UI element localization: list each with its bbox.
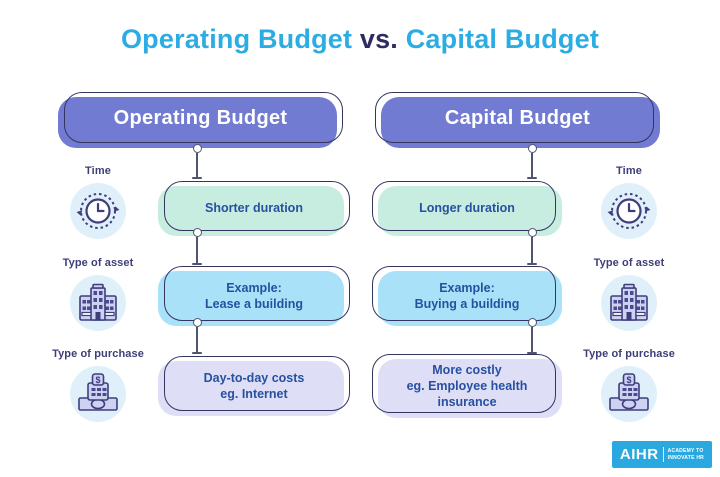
- connector-dot: [192, 144, 202, 153]
- cash-payment-icon: $: [601, 366, 657, 422]
- operating-purchase-label: Day-to-day costs eg. Internet: [203, 370, 305, 401]
- operating-duration-box: Shorter duration: [158, 181, 350, 236]
- capital-budget-header: Capital Budget: [375, 92, 660, 148]
- connector-endbar: [527, 176, 537, 179]
- operating-budget-header-label: Operating Budget: [113, 107, 288, 129]
- title-operating: Operating Budget: [120, 24, 353, 54]
- clock-cycle-icon: [70, 183, 126, 239]
- type-of-asset-label: Type of asset: [62, 257, 134, 269]
- connector-dot: [192, 228, 202, 237]
- operating-budget-header: Operating Budget: [58, 92, 343, 148]
- box-outline: [372, 181, 556, 231]
- page-title: Operating Budget vs. Capital Budget: [0, 24, 720, 55]
- box-fill: [378, 186, 562, 236]
- box-fill: [378, 271, 562, 326]
- connector-capital-1: [524, 144, 540, 179]
- connector-endbar: [192, 262, 202, 265]
- right-time-group: Time: [571, 165, 687, 239]
- header-outline: [375, 92, 654, 143]
- capital-example-label: Example: Buying a building: [414, 280, 520, 311]
- type-of-asset-label: Type of asset: [593, 257, 665, 269]
- capital-example-box: Example: Buying a building: [372, 266, 562, 326]
- time-label: Time: [85, 165, 111, 177]
- building-icon: [601, 275, 657, 331]
- connector-dot: [527, 318, 537, 327]
- aihr-logo-brand: AIHR: [619, 446, 659, 463]
- connector-line: [196, 327, 198, 352]
- type-of-purchase-label: Type of purchase: [52, 348, 144, 360]
- operating-example-box: Example: Lease a building: [158, 266, 350, 326]
- cash-payment-icon: $: [70, 366, 126, 422]
- box-fill: [378, 359, 562, 418]
- connector-capital-3: [524, 318, 540, 354]
- connector-line: [531, 153, 533, 177]
- right-asset-group: Type of asset: [571, 257, 687, 331]
- left-purchase-group: Type of purchase $: [40, 348, 156, 422]
- connector-line: [196, 153, 198, 177]
- capital-duration-label: Longer duration: [419, 201, 515, 216]
- title-vs: vs.: [352, 24, 406, 54]
- type-of-purchase-label: Type of purchase: [583, 348, 675, 360]
- connector-capital-2: [524, 228, 540, 265]
- aihr-logo-tagline: ACADEMY TO INNOVATE HR: [667, 448, 705, 461]
- svg-text:$: $: [626, 375, 631, 385]
- connector-line: [531, 237, 533, 263]
- box-outline: [164, 356, 350, 411]
- svg-text:$: $: [95, 375, 100, 385]
- connector-endbar: [527, 351, 537, 354]
- capital-purchase-box: More costly eg. Employee health insuranc…: [372, 354, 562, 418]
- right-purchase-group: Type of purchase $: [571, 348, 687, 422]
- header-fill: [58, 97, 337, 148]
- connector-endbar: [192, 176, 202, 179]
- operating-purchase-box: Day-to-day costs eg. Internet: [158, 356, 350, 416]
- box-fill: [158, 186, 344, 236]
- box-fill: [158, 271, 344, 326]
- capital-duration-box: Longer duration: [372, 181, 562, 236]
- logo-divider: [662, 447, 664, 462]
- time-label: Time: [616, 165, 642, 177]
- box-fill: [158, 361, 344, 416]
- connector-operating-3: [189, 318, 205, 354]
- connector-operating-1: [189, 144, 205, 179]
- box-outline: [372, 266, 556, 321]
- header-fill: [381, 97, 660, 148]
- clock-cycle-icon: [601, 183, 657, 239]
- operating-duration-label: Shorter duration: [205, 201, 303, 216]
- aihr-logo: AIHR ACADEMY TO INNOVATE HR: [612, 441, 712, 468]
- box-outline: [164, 181, 350, 231]
- box-outline: [372, 354, 556, 413]
- capital-purchase-label: More costly eg. Employee health insuranc…: [406, 362, 528, 410]
- left-asset-group: Type of asset: [40, 257, 156, 331]
- connector-line: [531, 327, 533, 352]
- connector-dot: [192, 318, 202, 327]
- capital-budget-header-label: Capital Budget: [444, 107, 591, 129]
- connector-dot: [527, 144, 537, 153]
- left-time-group: Time: [40, 165, 156, 239]
- connector-dot: [527, 228, 537, 237]
- connector-operating-2: [189, 228, 205, 265]
- connector-endbar: [527, 262, 537, 265]
- operating-example-label: Example: Lease a building: [205, 280, 303, 311]
- connector-line: [196, 237, 198, 263]
- connector-endbar: [192, 351, 202, 354]
- building-icon: [70, 275, 126, 331]
- title-capital: Capital Budget: [405, 24, 600, 54]
- box-outline: [164, 266, 350, 321]
- header-outline: [64, 92, 343, 143]
